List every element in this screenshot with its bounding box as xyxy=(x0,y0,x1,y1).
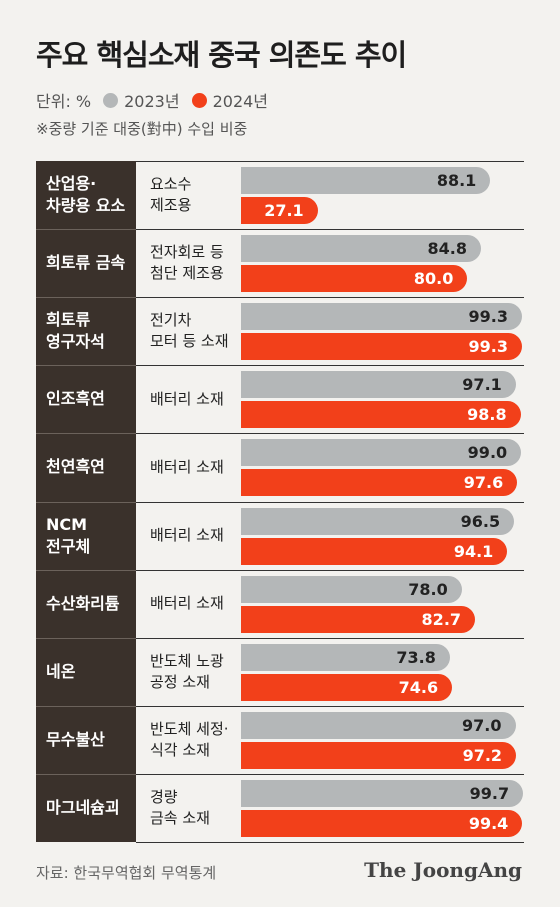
use-label: 배터리 소재 xyxy=(150,526,224,545)
category-divider xyxy=(36,501,136,503)
value-label-2024: 82.7 xyxy=(421,609,462,629)
row-divider xyxy=(136,161,524,162)
category-divider xyxy=(36,229,136,231)
category-label: 마그네슘괴 xyxy=(46,797,120,817)
source-note: 자료: 한국무역협회 무역통계 xyxy=(36,864,217,882)
value-label-2023: 99.7 xyxy=(469,783,510,803)
value-label-2024: 99.4 xyxy=(468,813,509,833)
chart-title: 주요 핵심소재 중국 의존도 추이 xyxy=(36,38,407,72)
value-label-2024: 80.0 xyxy=(413,269,454,289)
row-divider xyxy=(136,705,524,707)
legend-label-2023: 2023년 xyxy=(124,92,180,111)
bar-2023 xyxy=(241,167,491,194)
use-label: 배터리 소재 xyxy=(150,457,224,476)
legend-swatch-2024 xyxy=(191,92,207,108)
bar-2023 xyxy=(241,575,462,603)
row-divider xyxy=(136,569,524,571)
category-divider xyxy=(36,433,136,435)
category-label: 산업용· 차량용 요소 xyxy=(46,174,126,216)
category-label: 희토류 금속 xyxy=(46,253,126,273)
value-label-2024: 74.6 xyxy=(398,677,439,697)
value-label-2024: 98.8 xyxy=(467,405,507,425)
value-label-2024: 97.2 xyxy=(462,745,503,765)
row-divider xyxy=(136,297,524,299)
category-label: 희토류 영구자석 xyxy=(46,310,105,352)
bar-2024 xyxy=(241,401,521,429)
row-divider xyxy=(136,773,524,775)
row-divider xyxy=(136,637,524,639)
legend: 단위: % 2023년 2024년 xyxy=(36,88,268,112)
bar-2023 xyxy=(241,643,450,671)
row-divider xyxy=(136,365,524,367)
brand-logo: The JoongAng xyxy=(364,858,522,882)
value-label-2024: 27.1 xyxy=(264,201,304,220)
bar-2023 xyxy=(241,507,515,535)
category-divider xyxy=(36,705,136,707)
row-divider xyxy=(136,842,524,843)
value-label-2023: 78.0 xyxy=(408,579,448,599)
category-label: 천연흑연 xyxy=(46,457,105,477)
value-label-2023: 97.0 xyxy=(462,715,502,735)
value-label-2024: 99.3 xyxy=(468,337,509,357)
category-divider xyxy=(36,569,136,571)
use-label: 배터리 소재 xyxy=(150,594,224,613)
row-divider xyxy=(136,229,524,231)
value-label-2024: 94.1 xyxy=(453,541,494,561)
use-label: 요소수 제조용 xyxy=(150,175,192,215)
chart-note: ※중량 기준 대중(對中) 수입 비중 xyxy=(36,120,248,138)
use-label: 전자회로 등 첨단 제조용 xyxy=(150,243,224,283)
category-label: 수산화리튬 xyxy=(46,593,120,613)
value-label-2023: 84.8 xyxy=(427,239,467,259)
value-label-2023: 96.5 xyxy=(460,511,501,531)
value-label-2023: 99.3 xyxy=(468,307,509,327)
bar-2023 xyxy=(241,439,522,467)
bar-2024 xyxy=(241,673,453,701)
use-label: 반도체 세정· 식각 소재 xyxy=(150,719,229,759)
category-divider xyxy=(36,637,136,639)
category-label: NCM 전구체 xyxy=(46,514,91,556)
category-divider xyxy=(36,773,136,775)
value-label-2023: 97.1 xyxy=(462,375,502,395)
value-label-2023: 73.8 xyxy=(396,647,436,667)
category-label: 무수불산 xyxy=(46,729,105,749)
use-label: 전기차 모터 등 소재 xyxy=(150,311,229,351)
use-label: 반도체 노광 공정 소재 xyxy=(150,651,224,691)
bar-2023 xyxy=(241,779,524,807)
bar-2024 xyxy=(241,469,518,497)
bar-2024 xyxy=(241,537,508,565)
category-divider xyxy=(36,365,136,367)
row-divider xyxy=(136,501,524,503)
value-label-2024: 97.6 xyxy=(463,473,504,493)
bar-2023 xyxy=(241,371,516,399)
bar-2024 xyxy=(241,741,517,769)
category-label: 인조흑연 xyxy=(46,389,105,409)
row-divider xyxy=(136,433,524,435)
use-label: 배터리 소재 xyxy=(150,389,224,408)
unit-label: 단위: % xyxy=(36,92,92,111)
bar-2024 xyxy=(241,605,476,633)
legend-swatch-2023 xyxy=(103,92,119,108)
legend-label-2024: 2024년 xyxy=(212,92,269,111)
bar-2024 xyxy=(241,809,523,837)
bar-2023 xyxy=(241,235,481,263)
value-label-2023: 99.0 xyxy=(467,443,508,463)
category-label: 네온 xyxy=(46,661,76,681)
bar-2024 xyxy=(241,197,318,224)
bar-2024 xyxy=(241,333,523,361)
value-label-2023: 88.1 xyxy=(436,171,477,190)
bar-2024 xyxy=(241,265,468,293)
bar-2023 xyxy=(241,303,523,331)
bar-2023 xyxy=(241,711,516,739)
category-divider xyxy=(36,297,136,299)
use-label: 경량 금속 소재 xyxy=(150,787,210,827)
